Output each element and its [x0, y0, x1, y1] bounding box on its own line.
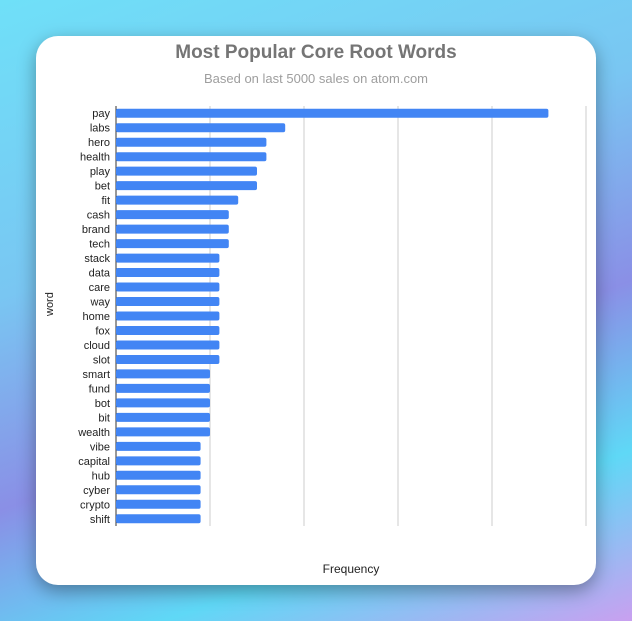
- bar-tech: [116, 239, 229, 249]
- tick-label-crypto: crypto: [80, 499, 110, 511]
- bar-cloud: [116, 340, 220, 350]
- bar-cash: [116, 210, 229, 220]
- bar-shift: [116, 514, 201, 524]
- tick-label-health: health: [80, 152, 110, 164]
- tick-label-vibe: vibe: [90, 441, 110, 453]
- tick-label-data: data: [89, 268, 111, 280]
- tick-label-home: home: [82, 311, 110, 323]
- tick-label-smart: smart: [83, 369, 111, 381]
- bar-pay: [116, 108, 549, 118]
- tick-label-labs: labs: [90, 123, 111, 135]
- bar-play: [116, 166, 257, 176]
- tick-label-hero: hero: [88, 137, 110, 149]
- tick-label-cloud: cloud: [84, 340, 110, 352]
- tick-label-bet: bet: [95, 181, 110, 193]
- bar-bit: [116, 412, 210, 422]
- tick-label-wealth: wealth: [77, 427, 110, 439]
- bar-home: [116, 311, 220, 321]
- bar-bet: [116, 181, 257, 191]
- tick-label-hub: hub: [92, 470, 110, 482]
- bar-bot: [116, 398, 210, 408]
- tick-label-fit: fit: [101, 195, 110, 207]
- tick-label-tech: tech: [89, 239, 110, 251]
- bar-smart: [116, 369, 210, 379]
- bar-capital: [116, 456, 201, 466]
- tick-label-care: care: [89, 282, 110, 294]
- bar-cyber: [116, 485, 201, 495]
- bar-fund: [116, 383, 210, 393]
- chart-title: Most Popular Core Root Words: [175, 42, 457, 63]
- bar-data: [116, 268, 220, 278]
- tick-label-way: way: [89, 297, 110, 309]
- bar-health: [116, 152, 267, 162]
- tick-label-fund: fund: [89, 383, 110, 395]
- tick-label-pay: pay: [92, 108, 110, 120]
- bar-brand: [116, 224, 229, 234]
- bar-stack: [116, 253, 220, 263]
- bar-chart: pay labs hero health play bet fit cash brand tech…: [77, 106, 587, 526]
- tick-label-play: play: [90, 166, 111, 178]
- tick-label-cash: cash: [87, 210, 110, 222]
- tick-label-slot: slot: [93, 354, 110, 366]
- bar-care: [116, 282, 220, 292]
- bar-vibe: [116, 441, 201, 451]
- chart-subtitle: Based on last 5000 sales on atom.com: [203, 71, 429, 86]
- chart-card: Most Popular Core Root Words Based on la…: [36, 36, 596, 585]
- tick-label-bot: bot: [95, 398, 110, 410]
- tick-label-capital: capital: [78, 456, 110, 468]
- bar-way: [116, 297, 220, 307]
- x-axis-label: Frequency: [322, 562, 380, 576]
- tick-label-brand: brand: [82, 224, 110, 236]
- bar-labs: [116, 123, 286, 133]
- bar-wealth: [116, 427, 210, 437]
- bar-crypto: [116, 499, 201, 509]
- bar-hero: [116, 137, 267, 147]
- tick-label-cyber: cyber: [83, 485, 110, 497]
- tick-label-stack: stack: [84, 253, 110, 265]
- tick-label-shift: shift: [90, 514, 110, 526]
- tick-label-bit: bit: [98, 412, 110, 424]
- bar-fox: [116, 325, 220, 335]
- bar-fit: [116, 195, 239, 205]
- bar-slot: [116, 354, 220, 364]
- bar-hub: [116, 470, 201, 480]
- tick-label-fox: fox: [95, 325, 110, 337]
